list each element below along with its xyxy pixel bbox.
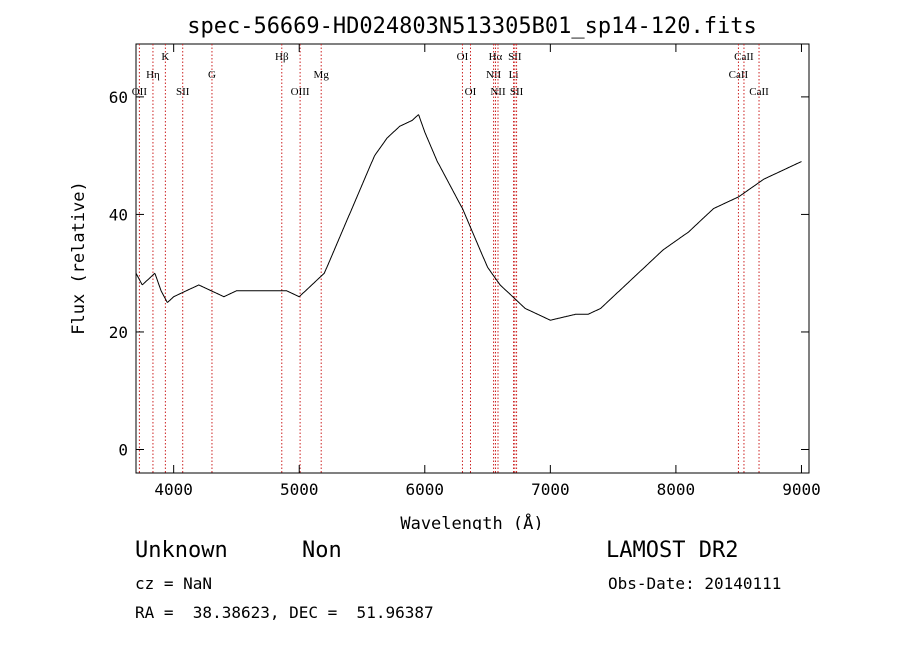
line-marker-label: CaII: [734, 51, 754, 63]
y-axis-label: Flux (relative): [69, 181, 89, 335]
line-marker-label: OIII: [291, 86, 310, 98]
line-marker-label: CaII: [729, 69, 749, 81]
y-tick-label: 0: [118, 440, 128, 459]
x-axis-label: Wavelength (Å): [400, 512, 543, 530]
x-tick-label: 6000: [406, 480, 445, 499]
line-markers: OIIHηKSIIGHβOIIIMgOIOINIIHαNIILiSIISIICa…: [132, 44, 769, 473]
y-tick-label: 20: [109, 323, 128, 342]
line-marker-label: OI: [457, 51, 469, 63]
y-tick-label: 40: [109, 205, 128, 224]
line-marker-label: Hη: [146, 69, 160, 81]
line-marker-label: Mg: [314, 69, 330, 81]
line-marker-label: NII: [490, 86, 506, 98]
x-tick-label: 7000: [531, 480, 570, 499]
line-marker-label: Hα: [489, 51, 503, 63]
x-tick-label: 9000: [782, 480, 821, 499]
line-marker-label: K: [161, 51, 169, 63]
spectrum-chart: OIIHηKSIIGHβOIIIMgOIOINIIHαNIILiSIISIICa…: [69, 14, 821, 530]
line-marker-label: OI: [465, 86, 477, 98]
subclass-label: Non: [302, 538, 342, 563]
line-marker-label: SII: [176, 86, 190, 98]
line-marker-label: CaII: [749, 86, 769, 98]
chart-title: spec-56669-HD024803N513305B01_sp14-120.f…: [187, 14, 757, 39]
x-tick-label: 5000: [280, 480, 319, 499]
line-marker-label: G: [208, 69, 216, 81]
line-marker-label: Hβ: [275, 51, 289, 63]
obs-date: Obs-Date: 20140111: [608, 574, 782, 593]
cz-value: cz = NaN: [135, 574, 213, 593]
plot-frame: [135, 43, 810, 474]
class-label: Unknown: [135, 538, 228, 563]
axis-ticks: 4000 5000 6000 7000 8000 9000 0 20 40 60: [109, 44, 821, 499]
line-marker-label: Li: [509, 69, 519, 81]
survey-label: LAMOST DR2: [606, 538, 739, 563]
y-tick-label: 60: [109, 88, 128, 107]
line-marker-label: SII: [508, 51, 522, 63]
line-marker-label: OII: [132, 86, 148, 98]
line-marker-label: NII: [486, 69, 502, 81]
x-tick-label: 8000: [657, 480, 696, 499]
spectrum-line: [135, 114, 802, 321]
coordinates: RA = 38.38623, DEC = 51.96387: [135, 603, 434, 622]
line-marker-label: SII: [510, 86, 524, 98]
x-tick-label: 4000: [154, 480, 193, 499]
